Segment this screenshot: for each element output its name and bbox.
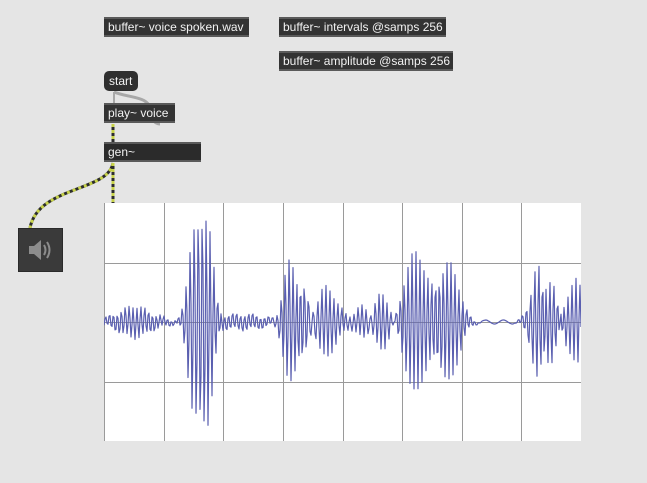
start-message[interactable]: start (104, 71, 138, 91)
speaker-icon (29, 240, 51, 260)
buffer-intervals-object[interactable]: buffer~ intervals @samps 256 (279, 17, 446, 37)
buffer-voice-object[interactable]: buffer~ voice spoken.wav (104, 17, 249, 37)
cord-gen-to-speaker (28, 162, 115, 229)
buffer-amplitude-object[interactable]: buffer~ amplitude @samps 256 (279, 51, 453, 71)
waveform-trace (104, 220, 581, 426)
waveform-display (104, 203, 581, 441)
waveform-scope[interactable] (104, 203, 581, 441)
gen-object[interactable]: gen~ (104, 142, 201, 162)
ezdac-speaker[interactable] (18, 228, 63, 272)
play-object[interactable]: play~ voice (104, 103, 175, 123)
